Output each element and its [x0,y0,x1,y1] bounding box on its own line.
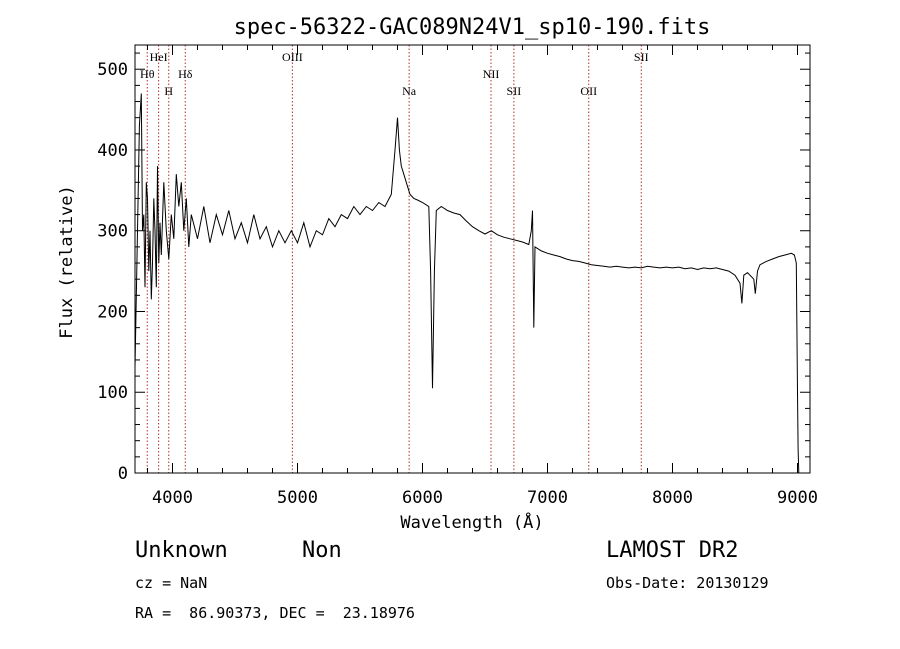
y-tick-label: 100 [97,383,128,403]
spectral-line-label: SII [634,50,649,64]
x-tick-label: 7000 [527,488,568,508]
spectral-line-label: H [164,84,173,98]
spectral-line-label: Na [402,84,417,98]
x-axis-label: Wavelength (Å) [400,511,543,533]
spectrum-series-line [134,93,800,474]
spectral-line-label: OIII [282,50,303,64]
y-tick-label: 0 [118,464,128,484]
object-subtype: Non [302,538,342,563]
y-axis-label: Flux (relative) [57,185,77,339]
spectral-line-label: Hθ [140,67,155,81]
y-tick-label: 500 [97,60,128,80]
x-tick-label: 5000 [277,488,318,508]
redshift-value: cz = NaN [135,574,208,592]
y-tick-label: 200 [97,302,128,322]
chart-title: spec-56322-GAC089N24V1_sp10-190.fits [234,15,711,40]
spectral-line-label: Hδ [178,67,193,81]
x-tick-label: 8000 [652,488,693,508]
plot-frame [134,44,811,474]
object-type: Unknown [135,538,228,563]
spectral-line-labels: Hθ HeI H Hδ OIII Na NII SII OII SII [140,50,649,98]
observation-date: Obs-Date: 20130129 [606,574,769,592]
coordinates: RA = 86.90373, DEC = 23.18976 [135,604,415,622]
x-tick-label: 9000 [777,488,818,508]
x-axis-ticks: 4000 5000 6000 7000 8000 9000 [147,45,818,508]
x-tick-label: 4000 [152,488,193,508]
y-tick-label: 400 [97,141,128,161]
y-tick-label: 300 [97,222,128,242]
spectral-line-label: NII [483,67,500,81]
spectral-line-label: OII [580,84,597,98]
y-axis-ticks: 0 100 200 300 400 500 [97,52,810,484]
spectral-line-label: HeI [150,50,168,64]
x-tick-label: 6000 [402,488,443,508]
survey-name: LAMOST DR2 [606,538,739,563]
spectral-line-label: SII [507,84,522,98]
